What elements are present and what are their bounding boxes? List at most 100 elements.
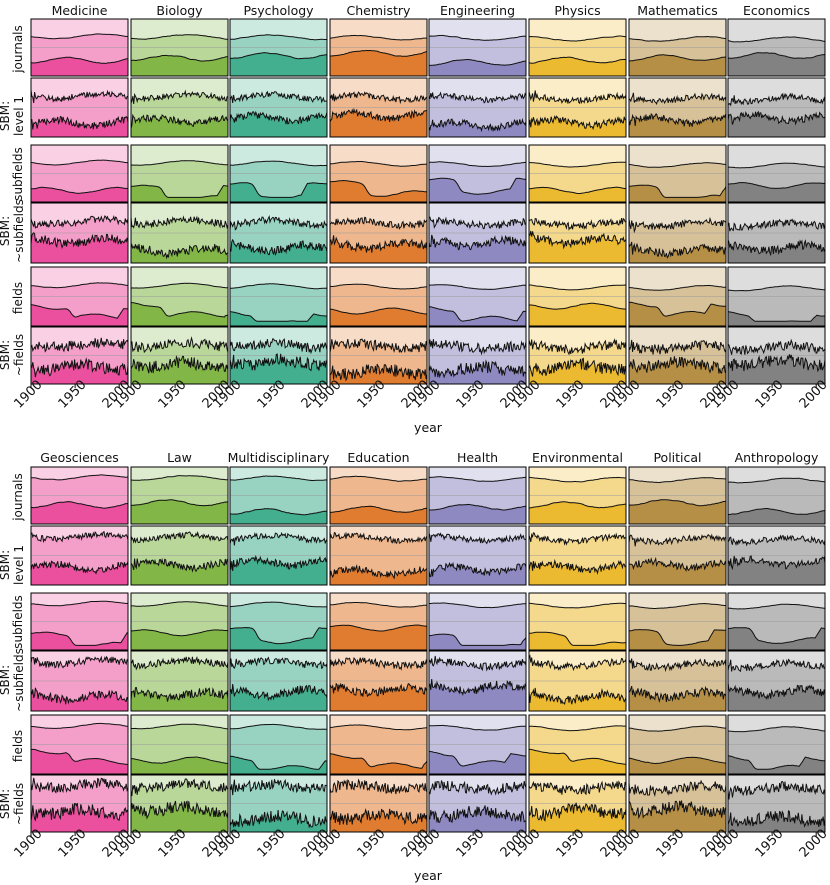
- column-title-multidisciplinary: Multidisciplinary: [228, 450, 330, 465]
- cell-chemistry-row4: [329, 202, 428, 264]
- cell-frame: [628, 18, 727, 77]
- cell-frame: [528, 202, 627, 264]
- upper-line: [131, 89, 228, 104]
- row-label-4: SBM:~subfields: [0, 199, 26, 263]
- cell-health-row4: [428, 650, 527, 712]
- cell-health-row1: [428, 466, 527, 525]
- lower-line: [230, 238, 327, 256]
- cell-frame: [229, 714, 328, 775]
- lower-area: [629, 241, 726, 263]
- cell-frame: [528, 774, 627, 833]
- lower-area: [131, 185, 228, 202]
- upper-line: [529, 654, 626, 672]
- cell-frame: [229, 202, 328, 264]
- cell-frame: [229, 144, 328, 203]
- cell-frame: [130, 650, 229, 712]
- upper-line: [230, 656, 327, 670]
- cell-geosciences-row1: [30, 466, 129, 525]
- column-title-law: Law: [167, 450, 192, 465]
- row-label-4: SBM:~subfields: [0, 648, 26, 712]
- cell-frame: [428, 774, 527, 833]
- cell-engineering-row3: [428, 144, 527, 203]
- lower-line: [230, 684, 327, 702]
- upper-line: [31, 337, 128, 353]
- cell-health-row2: [428, 525, 527, 586]
- cell-frame: [727, 266, 826, 327]
- lower-line: [728, 508, 825, 516]
- cell-frame: [30, 525, 129, 586]
- upper-line: [429, 91, 526, 104]
- row-label-1: journals: [11, 25, 25, 74]
- cell-geosciences-row2: [30, 525, 129, 586]
- upper-line: [429, 602, 526, 609]
- cell-frame: [229, 266, 328, 327]
- lower-area: [429, 805, 526, 832]
- column-title-psychology: Psychology: [243, 3, 314, 18]
- cell-mathematics-row4: [628, 202, 727, 264]
- cell-frame: [30, 714, 129, 775]
- lower-area: [330, 565, 427, 585]
- upper-line: [31, 530, 128, 544]
- lower-line: [131, 184, 228, 198]
- upper-line: [529, 217, 626, 231]
- lower-line: [728, 52, 825, 59]
- lower-area: [629, 185, 726, 202]
- cell-multidisciplinary-row6: [229, 774, 328, 833]
- upper-line: [230, 475, 327, 482]
- lower-line: [429, 117, 526, 133]
- lower-area: [529, 57, 626, 76]
- x-axis-label: year: [414, 420, 443, 435]
- cell-health-row6: [428, 774, 527, 833]
- cell-frame: [628, 774, 727, 833]
- upper-line: [728, 603, 825, 610]
- cell-frame: [428, 144, 527, 203]
- cell-engineering-row5: [428, 266, 527, 327]
- cell-political-row1: [628, 466, 727, 525]
- upper-line: [31, 282, 128, 289]
- lower-area: [330, 625, 427, 650]
- lower-area: [728, 627, 825, 650]
- lower-line: [31, 56, 128, 64]
- cell-frame: [229, 18, 328, 77]
- cell-psychology-row4: [229, 202, 328, 264]
- lower-line: [230, 810, 327, 829]
- lower-area: [330, 50, 427, 76]
- upper-line: [230, 283, 327, 290]
- upper-line: [429, 655, 526, 672]
- upper-line: [230, 778, 327, 796]
- upper-line: [330, 283, 427, 290]
- lower-line: [330, 682, 427, 698]
- cell-frame: [628, 202, 727, 264]
- lower-line: [728, 354, 825, 373]
- upper-line: [131, 656, 228, 671]
- lower-line: [629, 685, 726, 704]
- cell-law-row2: [130, 525, 229, 586]
- column-title-economics: Economics: [743, 3, 810, 18]
- upper-line: [629, 602, 726, 609]
- lower-line: [230, 52, 327, 60]
- upper-line: [230, 90, 327, 104]
- lower-line: [131, 301, 228, 318]
- cell-frame: [628, 466, 727, 525]
- lower-line: [230, 755, 327, 770]
- cell-geosciences-row3: [30, 592, 129, 651]
- lower-area: [529, 802, 626, 832]
- cell-education-row1: [329, 466, 428, 525]
- upper-line: [330, 216, 427, 230]
- cell-environmental-row4: [528, 650, 627, 712]
- upper-line: [529, 35, 626, 42]
- lower-line: [31, 631, 128, 646]
- lower-line: [429, 177, 526, 195]
- cell-frame: [727, 202, 826, 264]
- lower-line: [131, 499, 228, 507]
- cell-frame: [528, 266, 627, 327]
- upper-line: [529, 284, 626, 291]
- lower-area: [429, 234, 526, 263]
- upper-line: [131, 778, 228, 797]
- lower-area: [629, 558, 726, 585]
- upper-line: [330, 34, 427, 41]
- cell-environmental-row3: [528, 592, 627, 651]
- cell-medicine-row5: [30, 266, 129, 327]
- cell-frame: [428, 714, 527, 775]
- upper-line: [131, 215, 228, 230]
